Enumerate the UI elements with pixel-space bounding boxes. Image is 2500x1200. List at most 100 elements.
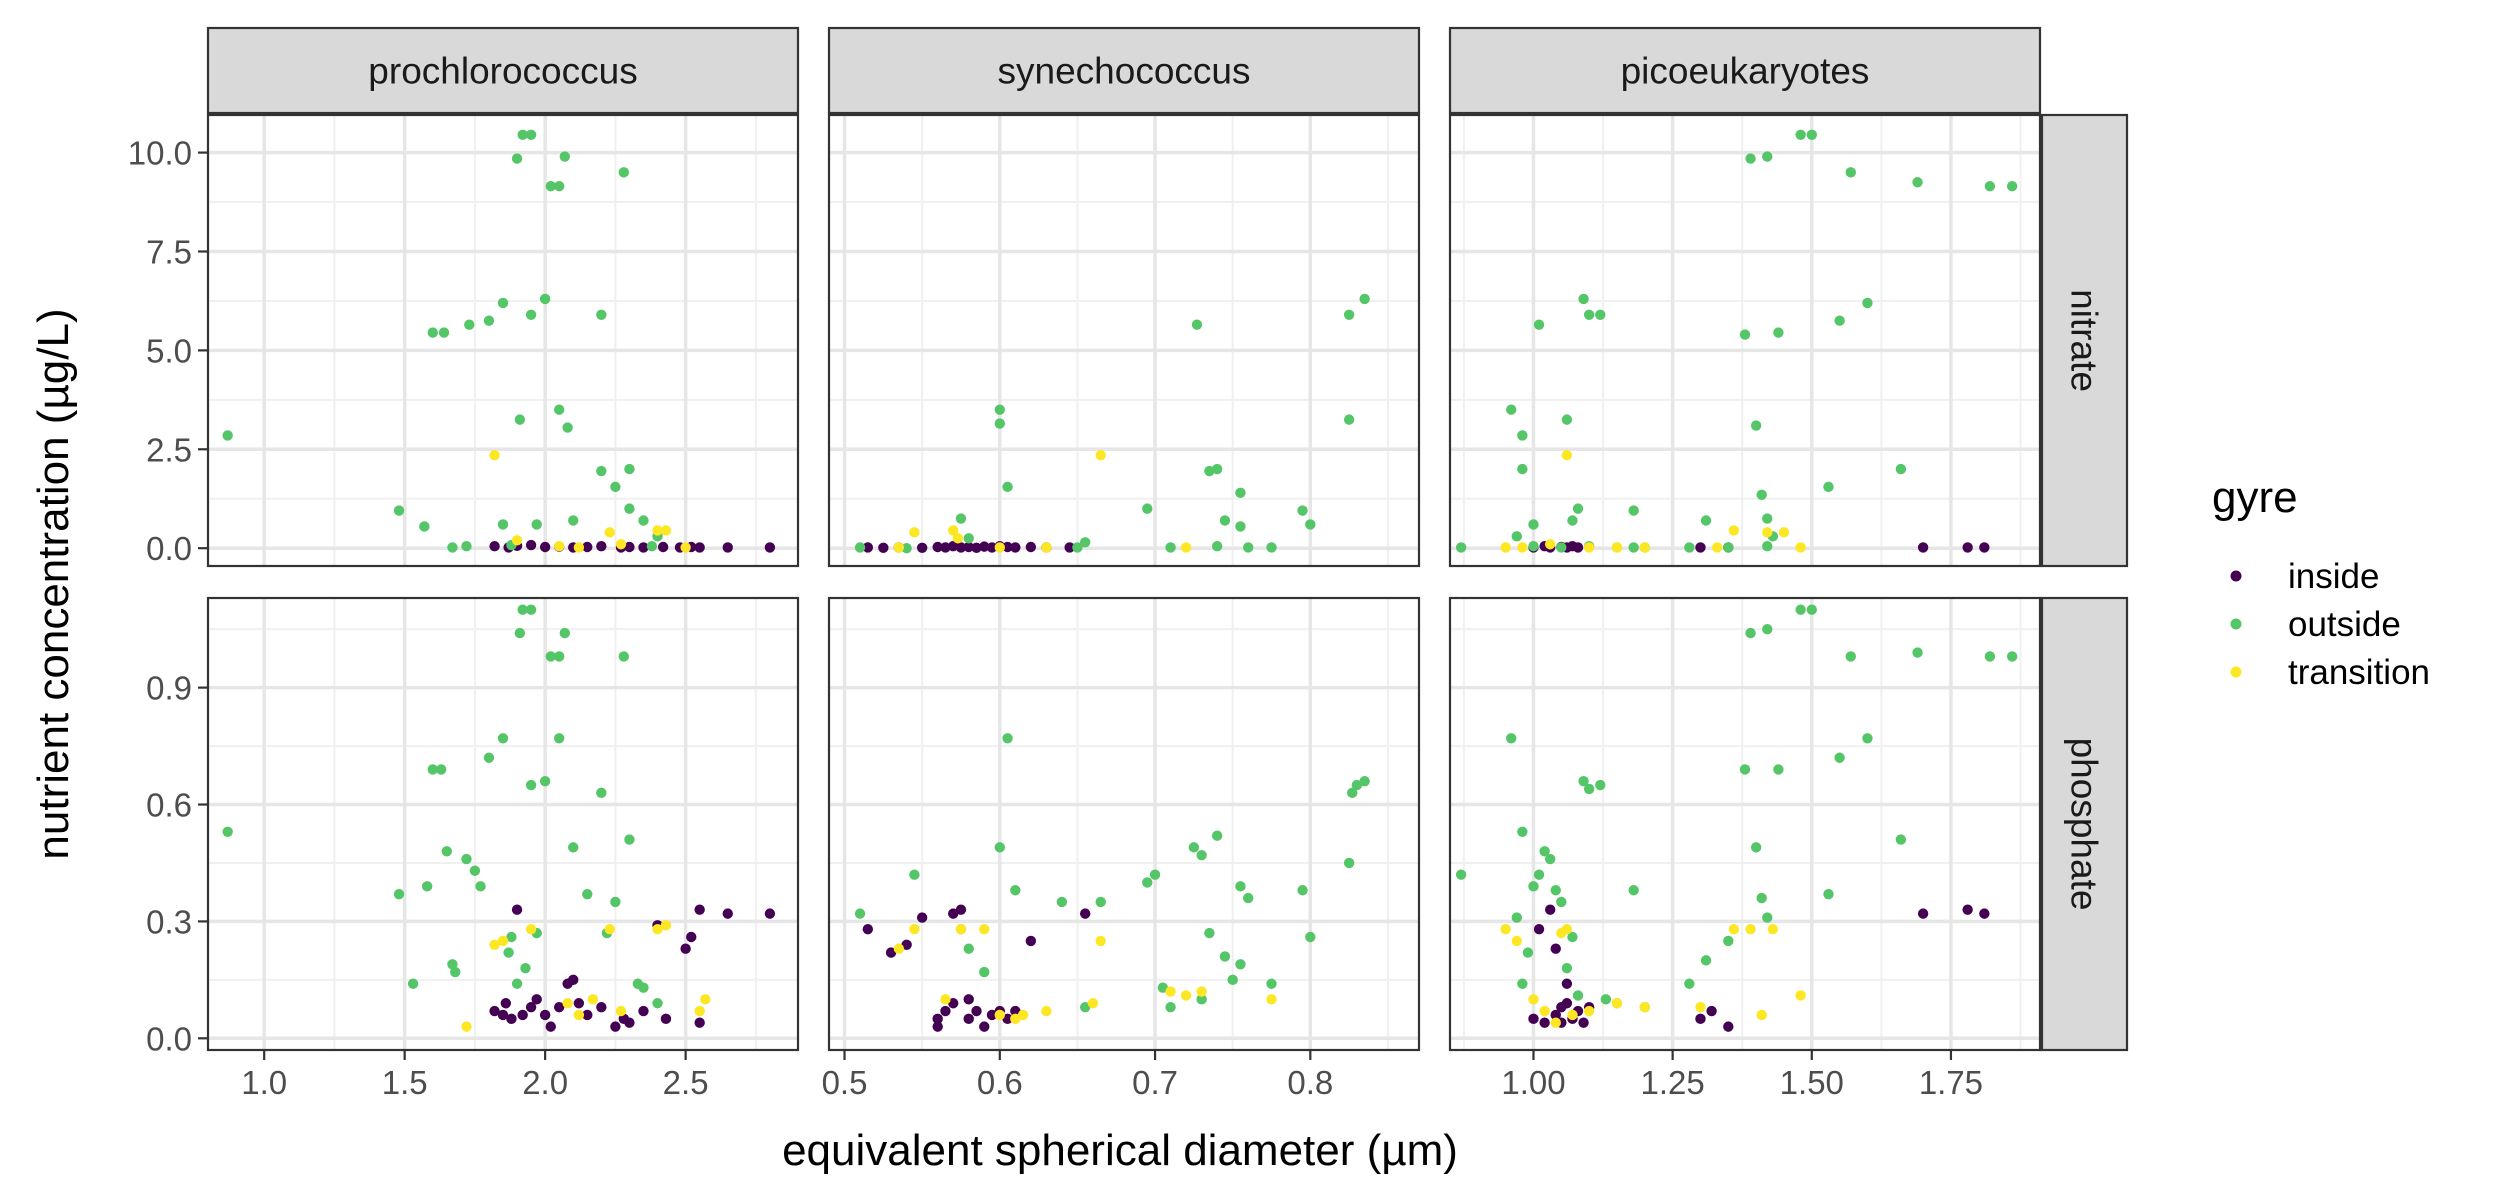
data-point-outside [1550,885,1561,896]
data-point-inside [916,912,928,923]
data-point-inside [694,1017,705,1028]
data-point-outside [1762,912,1773,923]
data-point-inside [582,1009,593,1021]
data-point-outside [596,309,607,320]
data-point-inside [638,542,649,553]
data-point-transition [1795,542,1806,553]
data-point-outside [1517,978,1528,989]
data-point-outside [1862,297,1873,309]
data-point-inside [638,1005,649,1017]
data-point-outside [1595,309,1606,320]
data-point-outside [553,651,565,662]
data-point-outside [618,651,630,662]
data-point-inside [986,542,998,553]
panel-background [1450,598,2040,1050]
data-point-outside [483,315,495,326]
data-point-transition [562,998,573,1009]
data-point-transition [461,1021,472,1032]
data-point-inside [963,1013,974,1025]
data-point-transition [1095,450,1106,461]
data-point-transition [1017,1009,1029,1021]
points-prochlorococcus-phosphate [222,604,776,1032]
data-point-inside [553,1001,565,1013]
data-point-inside [1079,908,1091,919]
strip-synechococcus: synechococcus [827,26,1421,115]
data-point-transition [489,450,500,461]
strip-label-phosphate: phosphate [2064,738,2105,911]
data-point-outside [1235,959,1246,970]
data-point-transition [660,525,672,536]
data-point-outside [1723,935,1734,947]
data-point-transition [1778,527,1790,538]
data-point-inside [1572,542,1584,553]
data-point-outside [517,604,528,615]
data-point-outside [1243,542,1254,553]
legend-key-inside [2230,570,2242,582]
data-point-outside [1142,503,1153,514]
data-point-transition [1561,450,1573,461]
legend-item-outside: outside [2230,605,2401,644]
data-point-transition [909,527,920,538]
data-point-outside [979,966,990,978]
data-point-transition [1728,525,1740,536]
data-point-outside [1297,885,1308,896]
data-point-outside [1984,651,1996,662]
data-point-transition [680,542,691,553]
data-point-outside [638,515,649,526]
data-point-outside [1600,994,1612,1005]
data-point-transition [952,533,964,544]
data-point-transition [1795,990,1806,1001]
data-point-inside [511,904,523,915]
data-point-transition [1583,542,1595,553]
data-point-inside [489,1005,500,1017]
data-point-transition [1756,1009,1767,1021]
legend-items: inside outside transition [2230,557,2430,692]
data-point-inside [932,1013,943,1025]
data-point-inside [539,541,551,553]
data-point-outside [1517,826,1528,837]
data-point-transition [909,924,920,935]
data-point-inside [963,541,974,553]
data-point-inside [916,542,928,554]
data-point-outside [1984,181,1996,192]
data-point-outside [652,998,663,1009]
data-point-outside [1528,541,1539,552]
data-point-outside [419,521,430,532]
data-point-outside [562,422,573,433]
data-point-outside [1578,293,1589,305]
data-point-outside [1762,623,1773,635]
data-point-inside [955,904,967,915]
data-point-transition [1180,990,1192,1001]
data-point-transition [1517,542,1528,553]
data-point-transition [1611,998,1623,1009]
data-point-inside [568,974,579,986]
legend: gyre inside outside transition [2212,473,2430,692]
data-point-inside [1962,542,1973,553]
data-point-outside [511,153,523,164]
data-point-outside [1095,896,1106,908]
data-point-transition [615,1005,627,1017]
data-point-outside [525,309,537,320]
data-point-inside [545,1021,556,1032]
data-point-outside [222,826,233,837]
data-point-transition [573,542,585,553]
data-point-inside [1561,978,1573,989]
y-tick-label: 0.0 [146,530,192,567]
data-point-outside [1343,414,1355,425]
data-point-inside [624,541,635,553]
x-tick-label: 1.50 [1780,1064,1844,1101]
data-point-outside [427,327,438,338]
data-point-outside [464,319,475,330]
data-point-inside [506,1013,517,1025]
data-point-outside [1762,541,1773,552]
data-point-transition [1095,935,1106,947]
data-point-transition [1583,1005,1595,1017]
data-point-transition [1639,1001,1651,1013]
data-point-outside [520,962,531,974]
data-point-outside [517,129,528,140]
data-point-outside [514,414,526,425]
legend-key-outside [2230,618,2242,630]
panel-synechococcus-phosphate [829,598,1419,1050]
data-point-outside [1628,542,1639,553]
data-point-outside [963,943,974,954]
